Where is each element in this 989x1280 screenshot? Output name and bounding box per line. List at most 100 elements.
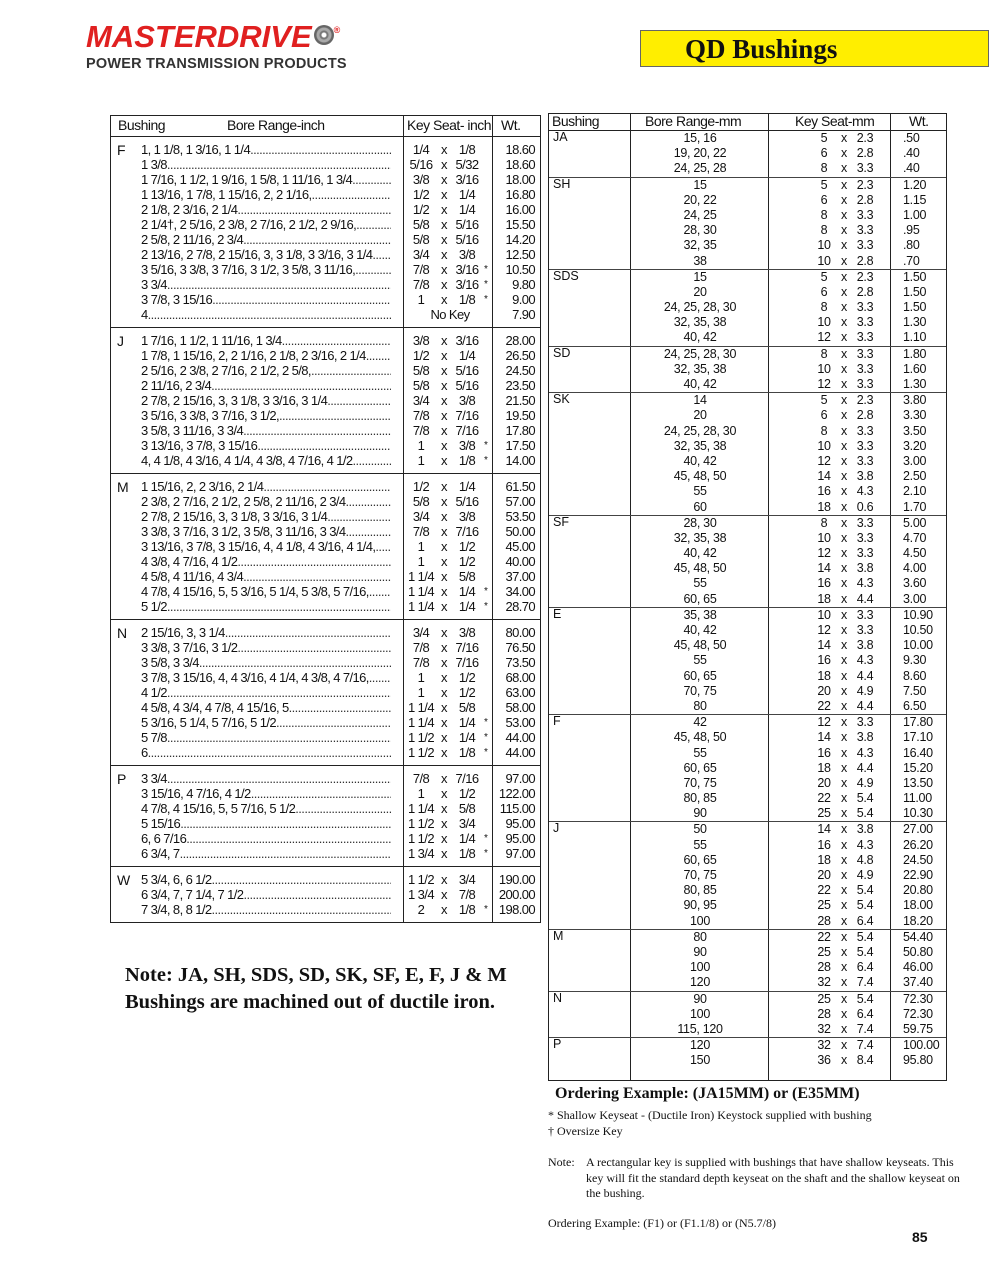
- key-depth: 2.8: [856, 284, 874, 299]
- table-row: 90 25 x 5.4 10.30: [549, 806, 946, 821]
- weight: 97.00: [505, 771, 535, 786]
- times-sign: x: [841, 898, 847, 913]
- key-width: 1 1/4: [408, 569, 435, 584]
- bore-range: 6, 6 7/16: [141, 831, 391, 846]
- key-width: 5/8: [412, 217, 430, 232]
- times-sign: x: [841, 546, 847, 561]
- key-depth: 3/8: [458, 393, 476, 408]
- bore-range: 35, 38: [683, 607, 717, 622]
- bore-range: 4: [141, 307, 391, 322]
- table-row: 80, 85 22 x 5.4 20.80: [549, 883, 946, 898]
- times-sign: x: [841, 683, 847, 698]
- key-depth: 3/16: [455, 262, 480, 277]
- bore-range: 55: [693, 837, 707, 852]
- times-sign: x: [841, 653, 847, 668]
- weight: 58.00: [505, 700, 535, 715]
- table-row: 2 1/8, 2 3/16, 2 1/4 1/2 x 1/4 16.00: [111, 202, 540, 217]
- key-width: 3/4: [412, 393, 430, 408]
- bore-range: 4 1/2: [141, 685, 391, 700]
- bore-range: 60, 65: [683, 760, 717, 775]
- times-sign: x: [441, 378, 447, 393]
- table-row: 2 7/8, 2 15/16, 3, 3 1/8, 3 3/16, 3 1/4 3…: [111, 509, 540, 524]
- times-sign: x: [841, 315, 847, 330]
- times-sign: x: [441, 584, 447, 599]
- bore-range: 2 3/8, 2 7/16, 2 1/2, 2 5/8, 2 11/16, 2 …: [141, 494, 391, 509]
- key-width: 3/8: [412, 333, 430, 348]
- key-width: 10: [817, 315, 831, 330]
- bore-range: 90, 95: [683, 898, 717, 913]
- key-depth: 1/4: [458, 348, 476, 363]
- key-depth: 3.3: [856, 315, 874, 330]
- bore-range: 3 3/8, 3 7/16, 3 1/2, 3 5/8, 3 11/16, 3 …: [141, 524, 391, 539]
- bore-range: 55: [693, 653, 707, 668]
- bore-range: 32, 35: [683, 238, 717, 253]
- key-width: 1 1/2: [408, 872, 435, 887]
- key-depth: 3.3: [856, 300, 874, 315]
- weight: 13.50: [903, 775, 933, 790]
- bushing-group-f: F 42 12 x 3.3 17.80 45, 48, 50 14 x 3.8 17.10 55 16 x…: [549, 715, 946, 823]
- key-width: 20: [817, 775, 831, 790]
- key-width: 1 1/4: [408, 599, 435, 614]
- table-row: 15, 16 5 x 2.3 .50: [549, 131, 946, 146]
- key-width: 6: [820, 192, 828, 207]
- key-width: 1/4: [412, 142, 430, 157]
- times-sign: x: [841, 423, 847, 438]
- bushing-code: W: [117, 872, 131, 888]
- table-row: 1, 1 1/8, 1 3/16, 1 1/4 1/4 x 1/8 18.60: [111, 142, 540, 157]
- key-width: 12: [817, 546, 831, 561]
- times-sign: x: [441, 700, 447, 715]
- bore-range: 3 7/8, 3 15/16: [141, 292, 391, 307]
- weight: 1.10: [903, 330, 927, 345]
- times-sign: x: [841, 408, 847, 423]
- weight: 115.00: [499, 801, 536, 816]
- bushing-group-j: J 50 14 x 3.8 27.00 55 16 x 4.3 26.20 60, 65 18 x 4.8 2…: [549, 822, 946, 930]
- weight: .50: [903, 131, 920, 145]
- bore-range: 70, 75: [683, 683, 717, 698]
- bore-range: 38: [693, 253, 707, 268]
- bore-range: 3 3/4: [141, 771, 391, 786]
- table-row: 35, 38 10 x 3.3 10.90: [549, 608, 946, 623]
- key-width: 20: [817, 683, 831, 698]
- table-row: 2 3/8, 2 7/16, 2 1/2, 2 5/8, 2 11/16, 2 …: [111, 494, 540, 509]
- key-width: 7/8: [412, 277, 430, 292]
- times-sign: x: [441, 247, 447, 262]
- times-sign: x: [841, 591, 847, 606]
- times-sign: x: [441, 438, 447, 453]
- bore-range: 120: [690, 975, 710, 990]
- times-sign: x: [841, 1038, 847, 1053]
- weight: 190.00: [498, 872, 536, 887]
- key-depth: 1/2: [458, 554, 476, 569]
- key-depth: 3.3: [856, 377, 874, 391]
- key-depth: 1/4: [458, 599, 476, 614]
- times-sign: x: [441, 348, 447, 363]
- weight: 2.10: [903, 484, 927, 499]
- times-sign: x: [841, 1021, 847, 1036]
- key-width: 25: [817, 991, 831, 1006]
- weight: 1.30: [903, 377, 927, 391]
- times-sign: x: [441, 786, 447, 801]
- times-sign: x: [841, 929, 847, 944]
- bushing-group-m: M 1 15/16, 2, 2 3/16, 2 1/4 1/2 x 1/4 61.50 2 …: [111, 474, 540, 620]
- key-width: 1 1/4: [408, 715, 435, 730]
- weight: 46.00: [903, 960, 933, 975]
- table-row: 4 No Key 7.90: [111, 307, 540, 322]
- bore-range: 45, 48, 50: [673, 561, 727, 576]
- times-sign: x: [441, 554, 447, 569]
- bore-range: 32, 35, 38: [673, 361, 727, 376]
- shallow-keyseat-mark: *: [484, 717, 488, 728]
- table-row: 32, 35, 38 10 x 3.3 3.20: [549, 439, 946, 454]
- key-width: 10: [817, 530, 831, 545]
- bore-range: 1 7/16, 1 1/2, 1 11/16, 1 3/4: [141, 333, 391, 348]
- times-sign: x: [841, 944, 847, 959]
- key-width: 7/8: [412, 262, 430, 277]
- key-depth: 4.3: [856, 745, 874, 760]
- bushing-group-sd: SD 24, 25, 28, 30 8 x 3.3 1.80 32, 35, 38 10 x 3.…: [549, 346, 946, 394]
- times-sign: x: [841, 960, 847, 975]
- key-depth: 5.4: [856, 806, 874, 821]
- key-width: 16: [817, 653, 831, 668]
- inch-table: Bushing Bore Range-inch Key Seat- inch W…: [110, 115, 541, 923]
- weight: 17.50: [505, 438, 535, 453]
- weight: 18.00: [505, 172, 535, 187]
- key-depth: 1/4: [458, 584, 476, 599]
- table-row: 1 7/16, 1 1/2, 1 9/16, 1 5/8, 1 11/16, 1…: [111, 172, 540, 187]
